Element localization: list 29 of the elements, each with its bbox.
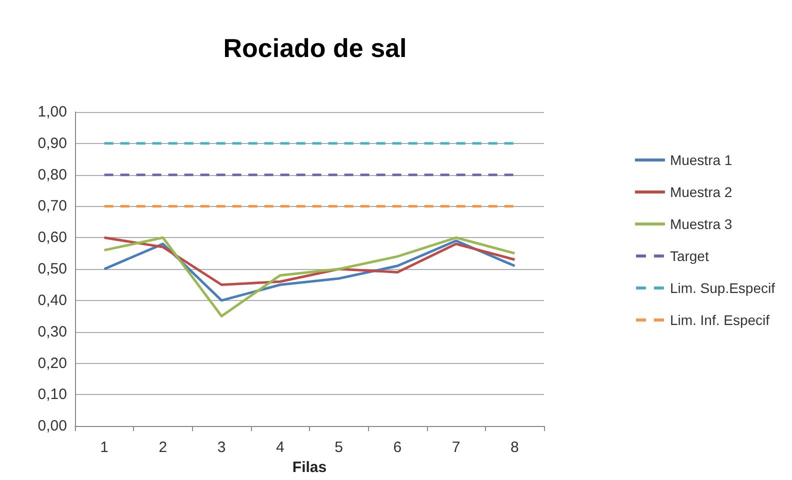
x-tick-label: 8 <box>510 439 519 456</box>
legend-label: Muestra 1 <box>670 152 732 168</box>
y-tick-label: 0,10 <box>38 386 67 404</box>
y-tick-label: 0,80 <box>38 166 67 184</box>
y-tick-label: 1,00 <box>38 104 67 120</box>
line-series <box>103 236 516 318</box>
y-tick-label: 0,90 <box>38 134 67 152</box>
y-tick-label: 0,20 <box>38 354 67 372</box>
x-tick-label: 2 <box>158 439 168 456</box>
x-tick-label: 4 <box>276 439 284 456</box>
x-axis-title: Filas <box>292 459 327 476</box>
legend-label: Target <box>670 248 709 264</box>
x-tick-label: 6 <box>393 439 402 456</box>
y-tick-label: 0,60 <box>38 229 67 246</box>
legend-label: Muestra 3 <box>670 216 732 232</box>
x-tick-label: 7 <box>452 439 460 456</box>
x-tick-label: 5 <box>334 439 343 456</box>
line-series <box>103 236 516 286</box>
legend-label: Muestra 2 <box>670 184 732 200</box>
y-tick-label: 0,40 <box>38 292 67 309</box>
x-tick-label: 1 <box>100 439 108 456</box>
y-tick-label: 0,70 <box>38 198 67 215</box>
y-tick-label: 0,00 <box>38 418 67 435</box>
legend-label: Lim. Sup.Especif <box>670 280 776 296</box>
chart-title: Rociado de sal <box>223 33 407 63</box>
x-tick-label: 3 <box>217 439 226 456</box>
y-tick-label: 0,30 <box>38 323 67 340</box>
legend-label: Lim. Inf. Especif <box>670 312 770 328</box>
y-tick-label: 0,50 <box>38 260 67 278</box>
